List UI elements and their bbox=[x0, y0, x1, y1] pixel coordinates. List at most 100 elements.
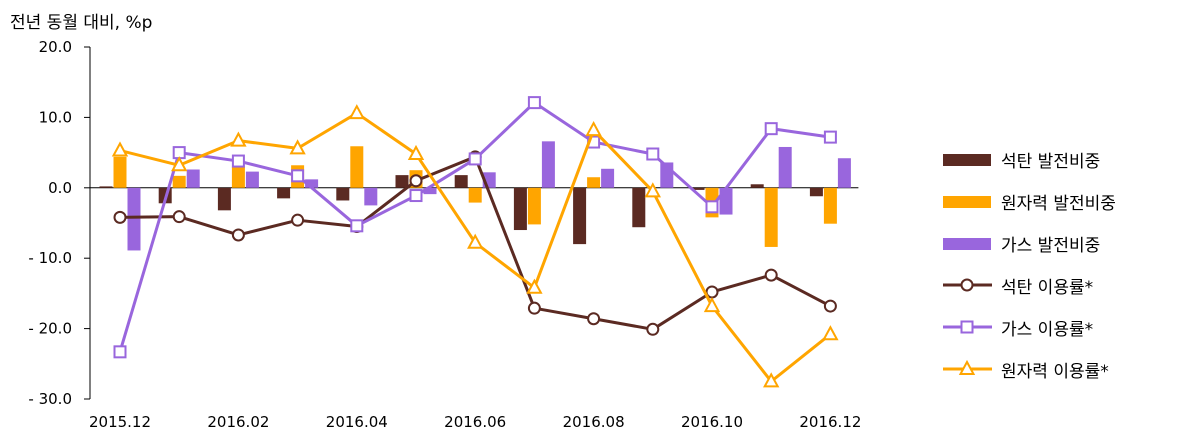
bar-coal-share bbox=[336, 187, 350, 201]
y-tick-label: 0.0 bbox=[48, 179, 72, 197]
bar-coal-share bbox=[809, 187, 823, 197]
y-axis-unit-label: 전년 동월 대비, %p bbox=[10, 13, 153, 33]
bar-coal-share bbox=[750, 184, 764, 188]
point-marker bbox=[113, 345, 127, 359]
point-marker bbox=[467, 233, 484, 249]
point-marker bbox=[113, 210, 127, 224]
bar-coal-share bbox=[277, 187, 291, 199]
bar-gas-share bbox=[305, 179, 319, 188]
point-marker bbox=[764, 122, 778, 136]
x-tick-label: 2015.12 bbox=[89, 413, 151, 431]
legend-swatch bbox=[943, 359, 992, 375]
bar-gas-share bbox=[364, 187, 378, 206]
bar-gas-share bbox=[245, 171, 259, 188]
legend-swatch bbox=[943, 238, 991, 250]
point-marker bbox=[291, 213, 305, 227]
bar-coal-share bbox=[632, 187, 646, 228]
bar-nuclear-share bbox=[764, 187, 778, 247]
bar-gas-share bbox=[837, 158, 851, 188]
x-tick-label: 2016.06 bbox=[444, 413, 506, 431]
bar-nuclear-share bbox=[113, 156, 127, 188]
y-tick-label: - 30.0 bbox=[28, 390, 72, 408]
point-marker bbox=[111, 141, 129, 157]
legend-swatch bbox=[943, 320, 992, 334]
legend-label: 가스 발전비중 bbox=[1001, 235, 1101, 256]
legend-item: 원자력 발전비중 bbox=[940, 180, 1190, 222]
point-marker bbox=[409, 189, 423, 203]
legend-label: 원자력 발전비중 bbox=[1001, 193, 1116, 214]
point-marker bbox=[705, 200, 719, 214]
bar-nuclear-share bbox=[350, 146, 364, 188]
point-marker bbox=[823, 130, 837, 144]
point-marker bbox=[763, 372, 780, 388]
y-tick-label: 10.0 bbox=[39, 108, 72, 126]
bar-coal-share bbox=[217, 187, 231, 211]
bar-coal-share bbox=[513, 187, 527, 231]
legend-item: 가스 발전비중 bbox=[940, 222, 1190, 264]
legend-label: 가스 이용률* bbox=[1001, 319, 1094, 340]
legend-swatch bbox=[943, 196, 991, 208]
point-marker bbox=[172, 210, 186, 224]
point-marker bbox=[409, 174, 423, 188]
x-tick-label: 2016.12 bbox=[799, 413, 861, 431]
point-marker bbox=[527, 301, 541, 315]
legend-item: 가스 이용률* bbox=[940, 306, 1190, 348]
point-marker bbox=[644, 182, 661, 198]
point-marker bbox=[646, 147, 660, 161]
point-marker bbox=[289, 139, 306, 155]
legend-label: 석탄 발전비중 bbox=[1001, 151, 1101, 172]
bar-gas-share bbox=[601, 168, 615, 188]
bar-coal-share bbox=[573, 187, 587, 245]
point-marker bbox=[230, 131, 247, 147]
legend-item: 석탄 이용률* bbox=[940, 264, 1190, 306]
bar-nuclear-share bbox=[823, 187, 837, 224]
point-marker bbox=[291, 169, 305, 183]
bar-coal-share bbox=[395, 175, 409, 188]
legend-item: 원자력 이용률* bbox=[940, 348, 1190, 390]
legend-label: 석탄 이용률* bbox=[1001, 277, 1094, 298]
bar-nuclear-share bbox=[231, 166, 245, 188]
bar-gas-share bbox=[127, 187, 141, 251]
bar-nuclear-share bbox=[172, 175, 186, 188]
point-marker bbox=[171, 156, 188, 172]
bar-coal-share bbox=[454, 175, 468, 188]
legend-swatch bbox=[943, 154, 991, 166]
point-marker bbox=[526, 278, 543, 294]
point-marker bbox=[348, 104, 365, 120]
bar-coal-share bbox=[691, 187, 705, 190]
x-tick-label: 2016.04 bbox=[326, 413, 388, 431]
bar-gas-share bbox=[423, 187, 437, 195]
point-marker bbox=[646, 322, 660, 336]
point-marker bbox=[468, 152, 482, 166]
point-marker bbox=[231, 154, 245, 168]
point-marker bbox=[350, 219, 364, 233]
point-marker bbox=[585, 120, 602, 137]
point-marker bbox=[703, 296, 721, 313]
point-marker bbox=[822, 325, 839, 341]
bar-nuclear-share bbox=[468, 187, 482, 203]
bar-nuclear-share bbox=[527, 187, 541, 225]
point-marker bbox=[823, 299, 837, 313]
y-tick-label: - 20.0 bbox=[28, 320, 72, 338]
legend-item: 석탄 발전비중 bbox=[940, 138, 1190, 180]
x-tick-label: 2016.10 bbox=[681, 413, 743, 431]
point-marker bbox=[407, 144, 425, 161]
bar-gas-share bbox=[186, 169, 200, 188]
point-marker bbox=[527, 96, 541, 110]
bar-gas-share bbox=[541, 141, 555, 188]
legend-label: 원자력 이용률* bbox=[1001, 361, 1109, 382]
bar-gas-share bbox=[778, 146, 792, 188]
bar-nuclear-share bbox=[587, 177, 601, 188]
point-marker bbox=[587, 312, 601, 326]
point-marker bbox=[764, 268, 778, 282]
x-tick-label: 2016.02 bbox=[207, 413, 269, 431]
legend-swatch bbox=[943, 278, 992, 292]
y-tick-label: 20.0 bbox=[39, 38, 72, 56]
line-gas-utilization bbox=[118, 101, 831, 353]
bar-gas-share bbox=[719, 187, 733, 215]
point-marker bbox=[231, 228, 245, 242]
y-tick-label: - 10.0 bbox=[28, 249, 72, 267]
